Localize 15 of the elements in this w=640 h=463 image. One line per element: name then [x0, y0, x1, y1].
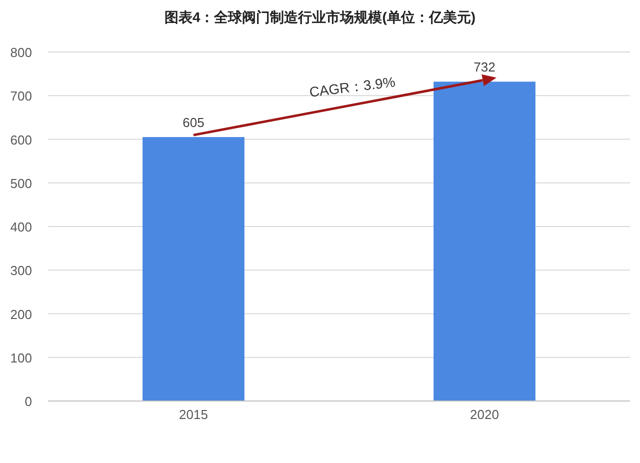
y-tick-label: 300: [10, 263, 32, 278]
y-tick-label: 100: [10, 350, 32, 366]
data-label: 605: [182, 115, 204, 130]
y-tick-label: 500: [10, 176, 32, 191]
y-tick-label: 600: [10, 132, 32, 148]
y-tick-label: 400: [10, 220, 32, 234]
y-tick-label: 700: [10, 88, 32, 104]
chart-title: 图表4：全球阀门制造行业市场规模(单位：亿美元): [164, 9, 476, 25]
y-tick-label: 800: [10, 45, 32, 60]
y-tick-label: 0: [24, 394, 32, 409]
x-tick-label: 2020: [470, 407, 499, 422]
annotation: CAGR：3.9%: [308, 74, 396, 100]
data-label: 732: [474, 60, 496, 75]
x-tick-label: 2015: [179, 407, 208, 422]
y-tick-label: 200: [10, 306, 32, 322]
